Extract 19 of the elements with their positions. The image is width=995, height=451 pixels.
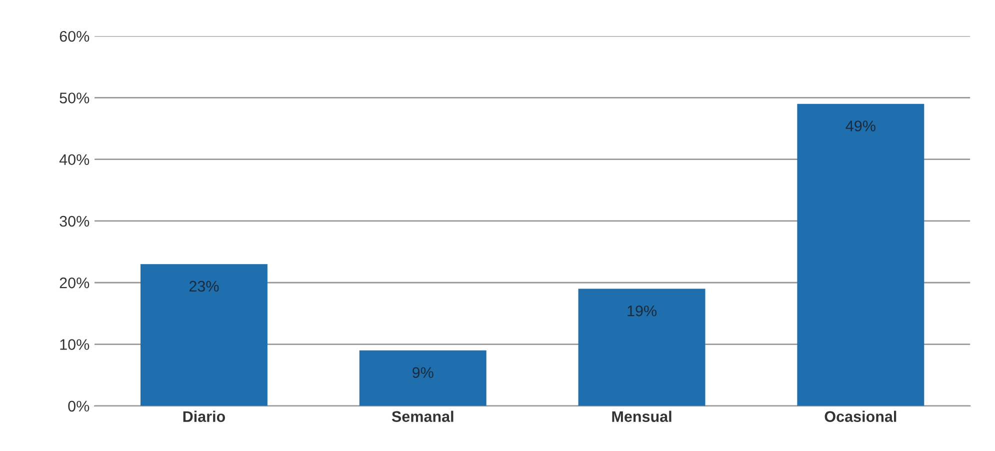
y-tick-label: 40%: [59, 154, 90, 166]
y-tick-label: 10%: [60, 339, 90, 350]
y-tick-label: 20%: [60, 277, 90, 288]
x-tick-label: Mensual: [612, 410, 672, 422]
bar: [359, 350, 486, 406]
bar: [140, 264, 268, 406]
data-label: 19%: [628, 306, 657, 316]
bar: [578, 288, 706, 406]
y-tick-label: 0%: [68, 400, 90, 412]
data-label: 23%: [189, 280, 219, 292]
x-tick-label: Semanal: [392, 410, 454, 422]
y-tick-label: 30%: [60, 216, 90, 227]
data-label: 9%: [412, 367, 434, 378]
x-tick-label: Diario: [183, 410, 226, 422]
x-tick-label: Ocasional: [824, 410, 896, 422]
data-label: 49%: [846, 120, 876, 132]
y-tick-label: 60%: [60, 30, 90, 42]
bar: [797, 104, 924, 406]
y-tick-label: 50%: [60, 92, 90, 104]
